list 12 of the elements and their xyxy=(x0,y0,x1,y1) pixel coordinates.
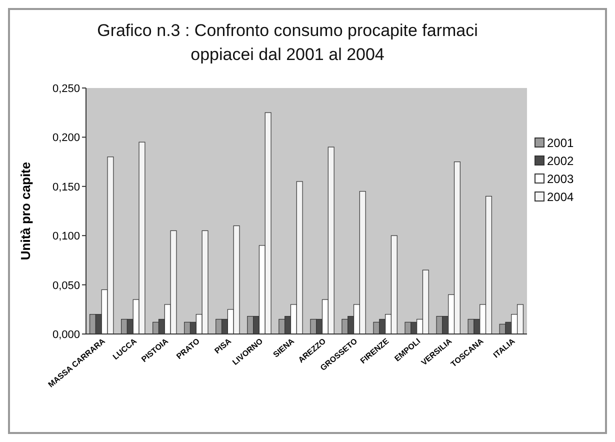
legend-label: 2003 xyxy=(547,172,574,186)
legend-label: 2002 xyxy=(547,154,574,168)
y-tick-label: 0,050 xyxy=(52,280,80,292)
legend-label: 2001 xyxy=(547,136,574,150)
y-tick-label: 0,250 xyxy=(52,83,80,95)
y-tick-label: 0,150 xyxy=(52,181,80,194)
y-tick-label: 0,200 xyxy=(52,132,80,144)
y-tick-label: 0,100 xyxy=(52,230,80,243)
y-tick-label: 0,000 xyxy=(52,329,80,341)
y-axis-title: Unità pro capite xyxy=(18,162,33,260)
chart-title: Grafico n.3 : Confronto consumo procapite farmaci oppiacei dal 2001 al 2004 xyxy=(97,21,478,64)
legend-label: 2004 xyxy=(547,190,574,204)
